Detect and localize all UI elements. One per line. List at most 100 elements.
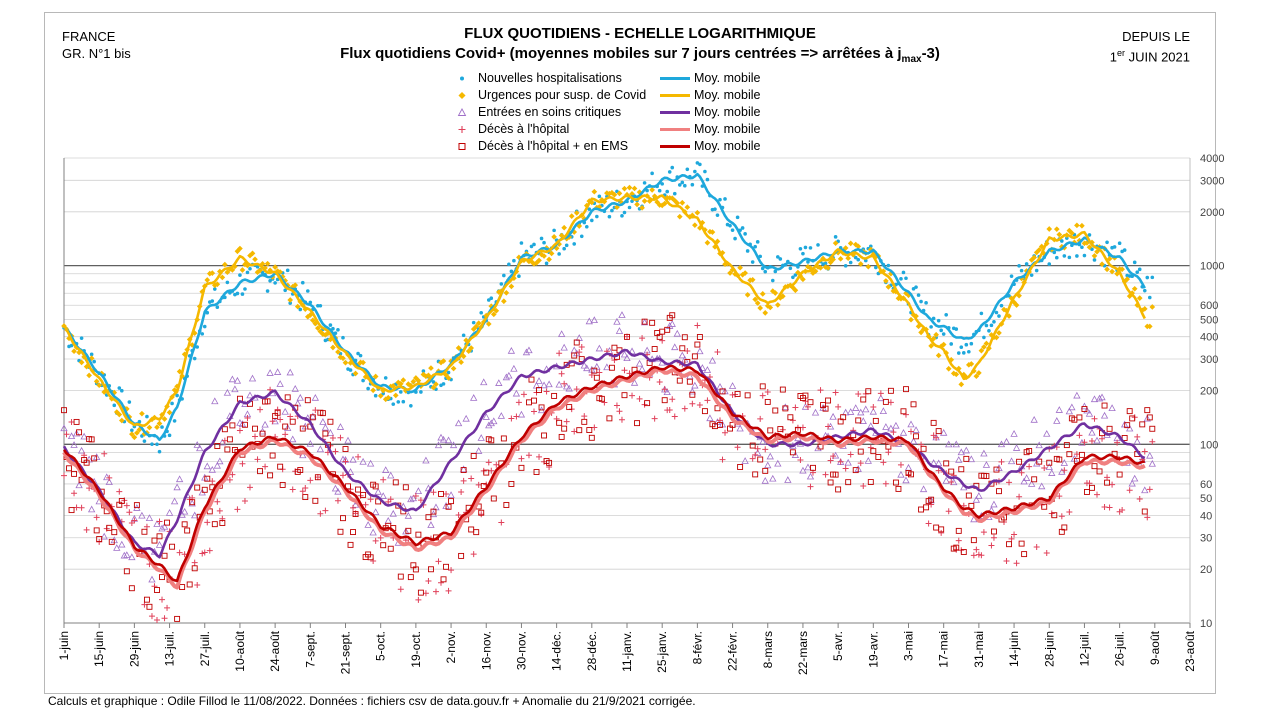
data-point [133,502,140,509]
data-point [448,498,455,505]
data-point [249,250,256,257]
y-tick-label: 1000 [1200,261,1224,273]
data-point [622,210,627,215]
data-point [71,348,77,355]
data-point [1063,442,1070,449]
data-point [502,373,511,381]
data-point [988,542,995,549]
data-point [503,290,510,296]
data-point [495,379,503,386]
data-point [672,191,677,196]
data-point [535,377,543,384]
data-point [139,410,145,417]
data-point [754,300,761,306]
data-point [118,417,125,424]
data-point [933,331,939,338]
data-point [432,588,439,595]
data-point [505,371,513,379]
data-point [216,457,224,465]
data-point [806,472,815,480]
data-point [787,414,794,421]
data-point [860,396,867,403]
data-point [458,552,465,559]
data-point [613,402,620,409]
data-point [417,589,424,596]
data-point [677,183,682,187]
data-point [1101,504,1108,511]
data-point [336,328,340,332]
data-point [362,501,369,508]
legend-label: Décès à l'hôpital [478,122,570,136]
data-point [407,574,414,581]
data-point [157,449,162,454]
data-point [681,334,688,341]
data-point [777,426,784,433]
data-point [118,498,125,504]
data-point [1083,406,1091,414]
data-point [425,514,432,521]
data-point [741,457,749,464]
data-point [933,524,940,531]
data-point [389,509,397,517]
legend-marker-plus [458,126,466,133]
data-point [120,388,124,393]
data-point [339,472,346,479]
data-point [595,214,599,219]
data-point [507,262,511,267]
data-point [565,384,573,392]
data-point [1062,254,1067,258]
data-point [510,364,518,372]
data-point [289,435,297,443]
data-point [531,408,538,415]
legend-line-label: Moy. mobile [694,71,761,85]
data-point [798,246,803,251]
data-point [651,415,658,422]
data-point [284,424,292,431]
data-point [1136,295,1143,301]
data-point [573,386,580,393]
data-point [234,506,241,513]
data-point [1053,226,1060,232]
data-point [935,428,942,435]
data-point [128,585,135,592]
data-point [383,376,388,380]
data-point [215,305,220,310]
data-point [252,425,258,432]
data-point [146,603,153,610]
data-point [934,459,943,467]
data-point [1139,421,1146,428]
data-point [842,465,849,472]
data-point [288,301,293,305]
data-point [210,299,215,303]
data-point [219,520,226,526]
data-point [252,256,258,263]
data-point [188,499,196,507]
x-tick-label: 7-sept. [303,631,317,668]
data-point [806,260,810,264]
data-point [843,264,848,268]
data-point [214,443,221,449]
data-point [1124,276,1130,282]
data-point [667,170,672,174]
data-point [342,359,349,366]
data-point [499,282,504,286]
data-point [257,468,263,475]
data-point [1091,415,1098,422]
data-point [525,452,532,459]
data-point [1149,304,1156,310]
data-point [1019,268,1024,273]
data-point [1012,444,1021,451]
series-line-plus [62,367,1146,590]
data-point [520,391,527,398]
data-point [938,529,945,536]
data-point [1024,262,1029,266]
data-point [811,408,820,416]
data-point [348,368,353,372]
data-point [297,467,304,473]
data-point [548,250,555,257]
data-point [240,292,245,296]
data-point [73,504,80,511]
y-tick-label: 20 [1200,564,1212,576]
data-point [201,549,208,556]
data-point [209,478,216,485]
